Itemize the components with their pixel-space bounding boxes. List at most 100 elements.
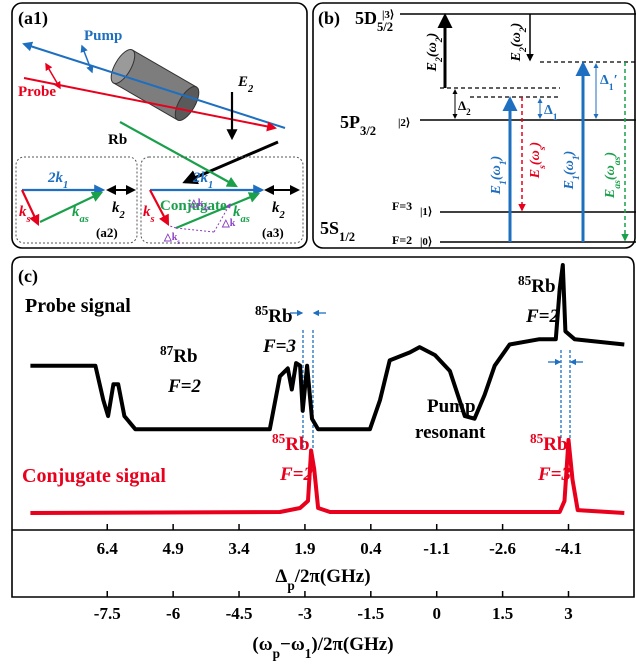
panel-b: (b) 5D5/2 |3⟩ 5P3/2 |2⟩ 5S1/2 F=3 |1⟩ F=… (312, 2, 636, 249)
text-part: 2 (434, 37, 445, 43)
panel-c: (c) 6.4 4.9 3.4 1.9 0.4 -1.1 -2.6 -4.1 -7.5 -6 -4.… (11, 256, 635, 623)
transition-label: Eas(ωas) (603, 152, 623, 199)
annotation: 87Rb (160, 343, 198, 368)
delta-k (213, 203, 231, 233)
panel-frame (312, 2, 636, 249)
panel-frame (11, 2, 308, 249)
panel-label: (b) (318, 8, 340, 29)
ks-label: ks (143, 204, 155, 225)
x-tick-label: -1.5 (357, 604, 384, 623)
text-part: (ω (562, 160, 577, 175)
transition-label: E1(ω1) (562, 151, 582, 191)
k1-label: 2k1 (192, 170, 213, 191)
k2-label: k2 (272, 200, 286, 221)
text-part: 2 (247, 84, 254, 95)
pump-label: Pump (84, 28, 122, 44)
text-part: 1 (498, 180, 509, 185)
vapor-cell (110, 49, 200, 121)
transition-label: E2(ω2) (509, 23, 529, 63)
ks-vector (21, 189, 40, 226)
delta-label: Δ1 (544, 103, 558, 123)
isotope-element: Rb (285, 434, 309, 455)
text-part: 2k (47, 170, 64, 186)
text-part: as (80, 214, 89, 225)
x2-tick-label: 6.4 (97, 539, 119, 558)
text-part: k (143, 204, 151, 220)
text-part: (ω (603, 165, 618, 180)
text-part: s (537, 146, 548, 151)
text-part: k (19, 204, 27, 220)
text-part: ) (489, 156, 504, 163)
text-part: ) (562, 151, 577, 158)
text-part: as (612, 180, 623, 189)
text-part: s (150, 214, 155, 225)
text-part: (ω (509, 32, 524, 47)
text-part: k (112, 200, 120, 216)
text-part: 2 (279, 210, 286, 221)
level-name: 5D5/2 (355, 8, 393, 34)
x2-tick-label: 3.4 (228, 539, 250, 558)
isotope-mass: 87 (160, 343, 174, 358)
subpanel-frame (140, 156, 304, 244)
pump-beam (22, 41, 286, 129)
x2-tick-label: 4.9 (163, 539, 184, 558)
panel-a1: (a1) Pump Probe Rb E2 Conjugate 2k1 ks k… (11, 2, 308, 249)
text-part: ) (425, 33, 440, 40)
isotope-mass: 85 (255, 303, 269, 318)
coupling-return (182, 140, 279, 185)
x-tick-label: 3 (564, 604, 573, 623)
transition-label: E1(ω1) (489, 156, 509, 196)
text-part: Δ (600, 73, 609, 88)
delta-kas (175, 227, 215, 233)
panel-label: (a1) (18, 8, 48, 29)
text-part: 5P (340, 112, 360, 132)
text-part: 1/2 (339, 230, 355, 244)
text-part: ) (603, 152, 618, 159)
text-part: 3/2 (360, 124, 376, 138)
x2-tick-label: -1.1 (423, 539, 450, 558)
text-part: as (203, 204, 210, 212)
x-tick-label: -7.5 (94, 604, 121, 623)
isotope-element: Rb (173, 346, 197, 367)
text-part: 1 (553, 112, 558, 123)
x2-tick-label: -2.6 (489, 539, 516, 558)
text-part: k (233, 204, 241, 220)
transition-label: E2(ω2) (425, 33, 445, 73)
text-part: 1 (63, 180, 68, 191)
text-part: Δ (544, 103, 553, 118)
dkas-label: △kas (189, 198, 210, 212)
text-part: E (562, 180, 577, 190)
isotope-mass: 85 (530, 431, 544, 446)
probe-polarization (45, 62, 61, 90)
text-part: k (272, 200, 280, 216)
series-label: Probe signal (25, 295, 131, 317)
ks-label: ks (19, 204, 31, 225)
delta-ks (169, 225, 177, 229)
text-part: △k (163, 232, 178, 243)
kas-label: kas (233, 204, 250, 225)
probe-label: Probe (18, 84, 56, 100)
annotation-state: F=3 (262, 336, 296, 357)
text-part: s (26, 214, 31, 225)
annotation: Pump (427, 396, 476, 417)
x-tick-label: -3 (298, 604, 312, 623)
text-part: /2π(GHz) (294, 566, 371, 587)
delta-label: Δ1′ (600, 73, 618, 93)
isotope-mass: 85 (518, 273, 532, 288)
text-part: Δ (458, 98, 466, 113)
text-part: k (72, 204, 80, 220)
text-part: E (528, 169, 543, 179)
text-part: 5S (320, 218, 339, 238)
level-name: 5P3/2 (340, 112, 376, 138)
annotation: resonant (415, 422, 486, 443)
text-part: p (287, 578, 294, 593)
field-label: E2 (237, 74, 254, 95)
text-part: 5D (355, 8, 377, 28)
level-state: F=3 (392, 199, 412, 213)
pump-polarization (80, 44, 94, 74)
subpanel-label: (a3) (262, 225, 284, 240)
text-part: ) (509, 23, 524, 30)
isotope-mass: 85 (272, 431, 286, 446)
annotation-state: F=3 (537, 464, 571, 485)
text-part: s (177, 238, 180, 246)
